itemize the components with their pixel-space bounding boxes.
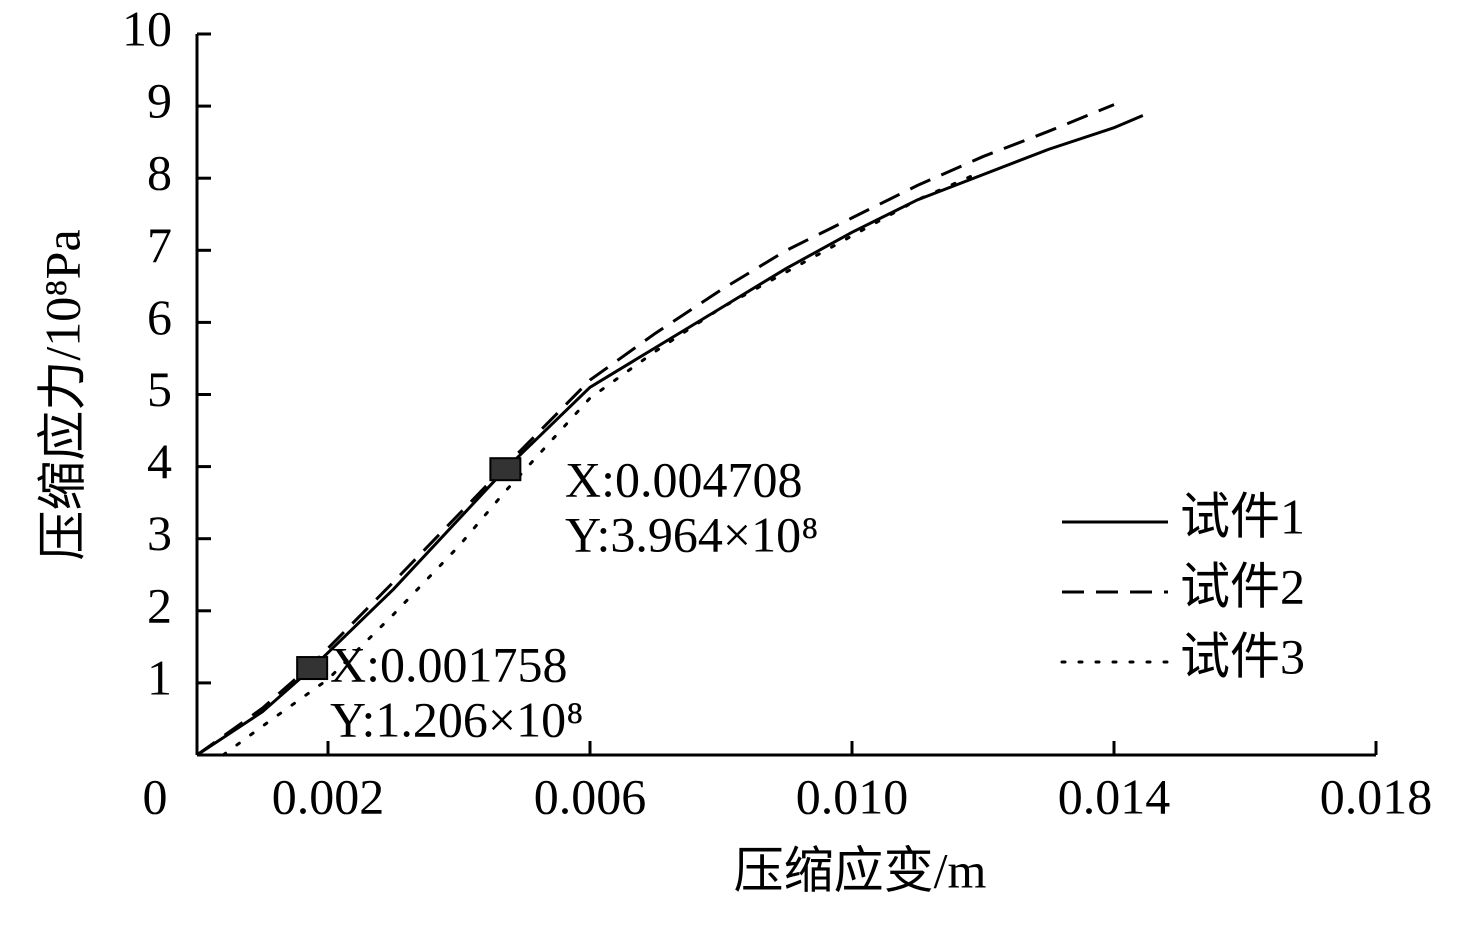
y-tick-label: 5 [147, 361, 172, 417]
x-tick-label: 0.014 [1058, 768, 1171, 824]
series-line [196, 103, 1115, 757]
y-tick-label: 3 [147, 505, 172, 561]
x-tick-label: 0.018 [1320, 768, 1433, 824]
legend-label: 试件3 [1180, 628, 1305, 684]
x-axis-label: 压缩应变/m [734, 842, 987, 898]
y-tick-label: 4 [147, 433, 172, 489]
series-line [196, 114, 1144, 757]
annotation-marker [489, 457, 522, 482]
y-tick-label: 8 [147, 145, 172, 201]
x-tick-label: 0.010 [796, 768, 909, 824]
y-tick-label: 1 [147, 649, 172, 705]
x-tick-label: 0.002 [272, 768, 385, 824]
annotation-marker [296, 656, 329, 681]
y-axis-label: 压缩应力/10⁸Pa [34, 229, 90, 560]
y-tick-label: 6 [147, 289, 172, 345]
y-tick-label: 2 [147, 577, 172, 633]
annotation-text: X:0.004708 [565, 451, 803, 507]
x-tick-label: 0 [143, 768, 168, 824]
x-tick-label: 0.006 [534, 768, 647, 824]
y-tick-label: 10 [122, 0, 172, 56]
y-tick-label: 9 [147, 73, 172, 129]
series-line [221, 169, 985, 757]
legend-label: 试件2 [1180, 558, 1305, 614]
legend-label: 试件1 [1180, 488, 1305, 544]
annotation-text: Y:3.964×10⁸ [565, 506, 819, 562]
annotation-text: Y:1.206×10⁸ [330, 691, 584, 747]
annotation-text: X:0.001758 [330, 636, 568, 692]
y-tick-label: 7 [147, 217, 172, 273]
